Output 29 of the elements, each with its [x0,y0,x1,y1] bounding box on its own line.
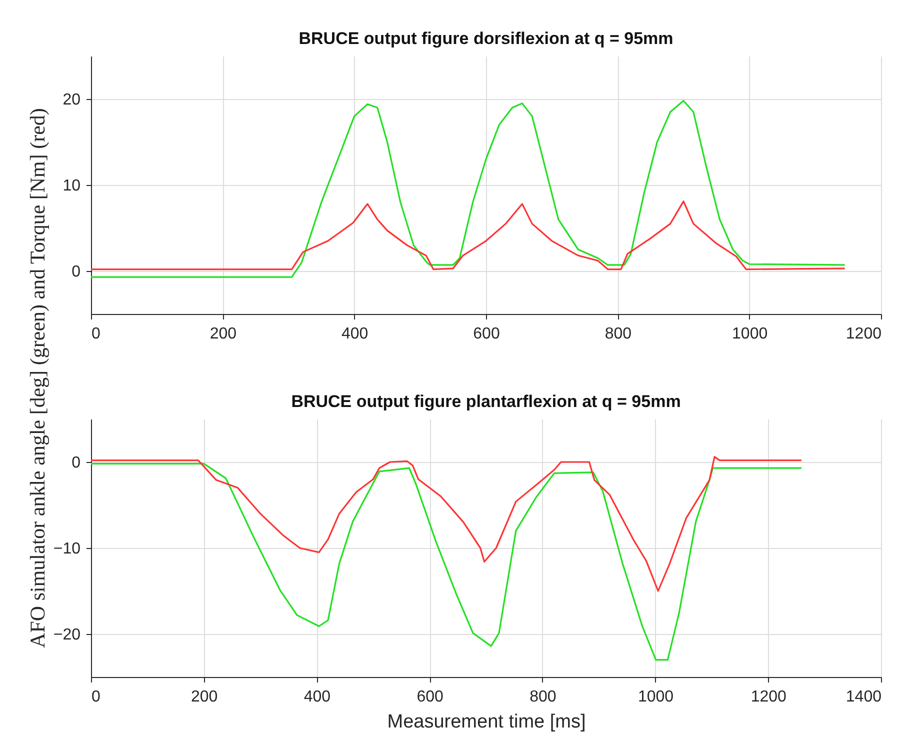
y-tick-label: −10 [53,540,81,558]
y-tick-label: 0 [72,454,81,472]
y-axis-title: AFO simulator ankle angle [deg] (green) and Torque [Nm] (red) [26,108,50,648]
line-series [91,462,802,661]
x-tick-label: 600 [473,326,500,342]
x-tick-label: 800 [604,326,632,342]
x-tick-label: 0 [92,688,100,706]
x-tick-label: 200 [210,326,237,342]
y-tick-label: 20 [62,92,81,108]
line-series [91,200,846,270]
x-tick-label: 600 [416,688,444,706]
chart-title: BRUCE output figure dorsiflexion at q = 95mm [298,29,674,48]
chart-title: BRUCE output figure plantarflexion at q = 95mm [291,392,681,411]
line-series [91,456,802,592]
x-tick-label: 0 [92,326,100,342]
x-tick-label: 400 [341,326,368,342]
x-tick-label: 1400 [846,688,882,706]
x-tick-label: 1200 [750,688,787,706]
x-tick-label: 1200 [846,326,882,342]
y-tick-label: 10 [62,178,81,194]
x-tick-label: 1000 [638,688,674,706]
x-tick-label: 1000 [732,326,768,342]
x-tick-label: 200 [191,688,218,706]
line-series [91,100,846,278]
y-tick-label: −20 [53,626,81,644]
x-axis-title: Measurement time [ms] [387,712,586,732]
x-tick-label: 800 [530,688,556,706]
y-tick-label: 0 [72,264,81,280]
x-tick-label: 400 [304,688,331,706]
